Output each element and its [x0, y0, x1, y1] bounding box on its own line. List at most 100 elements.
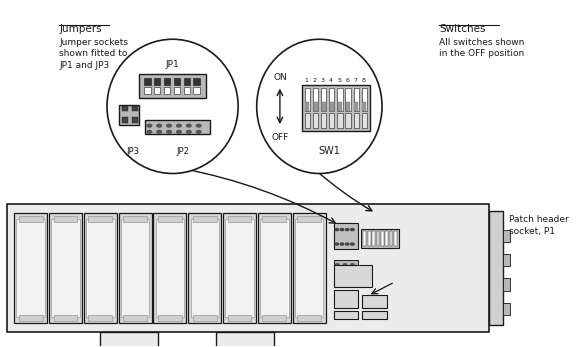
Bar: [354, 102, 358, 110]
Bar: [144, 87, 151, 94]
Text: 4: 4: [329, 78, 333, 83]
Text: Jumper sockets
shown fitted to
JP1 and JP3: Jumper sockets shown fitted to JP1 and J…: [59, 37, 128, 70]
Bar: [334, 289, 358, 308]
Bar: [385, 231, 388, 246]
Bar: [377, 231, 379, 246]
Bar: [313, 113, 318, 128]
Circle shape: [147, 124, 152, 127]
Text: 5: 5: [337, 78, 341, 83]
Circle shape: [350, 264, 354, 266]
Circle shape: [167, 130, 171, 133]
Bar: [158, 216, 182, 222]
Bar: [321, 113, 326, 128]
Bar: [322, 102, 326, 110]
Circle shape: [350, 243, 354, 245]
Bar: [297, 216, 321, 222]
Bar: [346, 102, 350, 110]
Bar: [258, 213, 291, 323]
Bar: [123, 315, 147, 321]
Bar: [193, 216, 217, 222]
Circle shape: [196, 130, 201, 133]
Bar: [338, 113, 343, 128]
Bar: [223, 213, 256, 323]
Bar: [16, 219, 45, 317]
Text: 2: 2: [313, 78, 316, 83]
Bar: [394, 231, 397, 246]
Bar: [132, 117, 138, 122]
Bar: [330, 102, 334, 110]
Bar: [353, 113, 359, 128]
Bar: [305, 102, 309, 110]
Bar: [372, 231, 375, 246]
Bar: [503, 230, 510, 242]
Text: JP2: JP2: [176, 147, 189, 156]
Bar: [363, 231, 366, 246]
Bar: [132, 106, 138, 111]
Bar: [139, 74, 206, 98]
Bar: [19, 216, 43, 222]
Text: 8: 8: [362, 78, 366, 83]
Text: JP3: JP3: [127, 147, 139, 156]
Bar: [329, 88, 335, 111]
Bar: [86, 219, 114, 317]
Bar: [228, 216, 251, 222]
Bar: [188, 213, 222, 323]
Text: Jumpers: Jumpers: [59, 24, 102, 34]
Bar: [346, 113, 350, 128]
Text: ON: ON: [273, 73, 287, 82]
Bar: [302, 85, 370, 131]
Bar: [164, 78, 171, 85]
Bar: [334, 311, 358, 319]
Bar: [144, 78, 151, 85]
Bar: [334, 223, 358, 249]
Bar: [19, 315, 43, 321]
Text: Switches: Switches: [440, 24, 486, 34]
Bar: [503, 254, 510, 266]
Bar: [7, 204, 489, 332]
Circle shape: [340, 243, 344, 245]
Circle shape: [350, 272, 354, 274]
Bar: [122, 117, 128, 122]
Circle shape: [196, 124, 201, 127]
Bar: [368, 231, 371, 246]
Bar: [362, 102, 366, 110]
Text: 3: 3: [321, 78, 325, 83]
Bar: [305, 88, 310, 111]
Text: 1: 1: [305, 78, 309, 83]
Circle shape: [167, 124, 171, 127]
Circle shape: [335, 229, 339, 231]
Text: 7: 7: [353, 78, 357, 83]
Bar: [154, 78, 161, 85]
Bar: [390, 231, 393, 246]
Bar: [381, 231, 384, 246]
Text: 6: 6: [345, 78, 349, 83]
Circle shape: [186, 130, 191, 133]
Bar: [123, 216, 147, 222]
Bar: [334, 265, 372, 287]
Bar: [263, 315, 287, 321]
Bar: [154, 213, 186, 323]
Bar: [503, 279, 510, 290]
Bar: [88, 216, 112, 222]
Circle shape: [340, 229, 344, 231]
Circle shape: [157, 130, 162, 133]
Bar: [121, 219, 149, 317]
Circle shape: [335, 243, 339, 245]
Bar: [88, 315, 112, 321]
Bar: [362, 295, 387, 308]
Bar: [489, 211, 503, 325]
Bar: [53, 216, 77, 222]
Bar: [52, 219, 80, 317]
Bar: [362, 311, 387, 319]
Circle shape: [343, 272, 347, 274]
Bar: [263, 216, 287, 222]
Text: All switches shown
in the OFF position: All switches shown in the OFF position: [440, 37, 525, 58]
Circle shape: [336, 264, 339, 266]
Bar: [53, 315, 77, 321]
Circle shape: [350, 229, 354, 231]
Bar: [228, 315, 251, 321]
Bar: [84, 213, 117, 323]
Bar: [260, 219, 289, 317]
Ellipse shape: [257, 39, 382, 174]
Bar: [193, 315, 217, 321]
